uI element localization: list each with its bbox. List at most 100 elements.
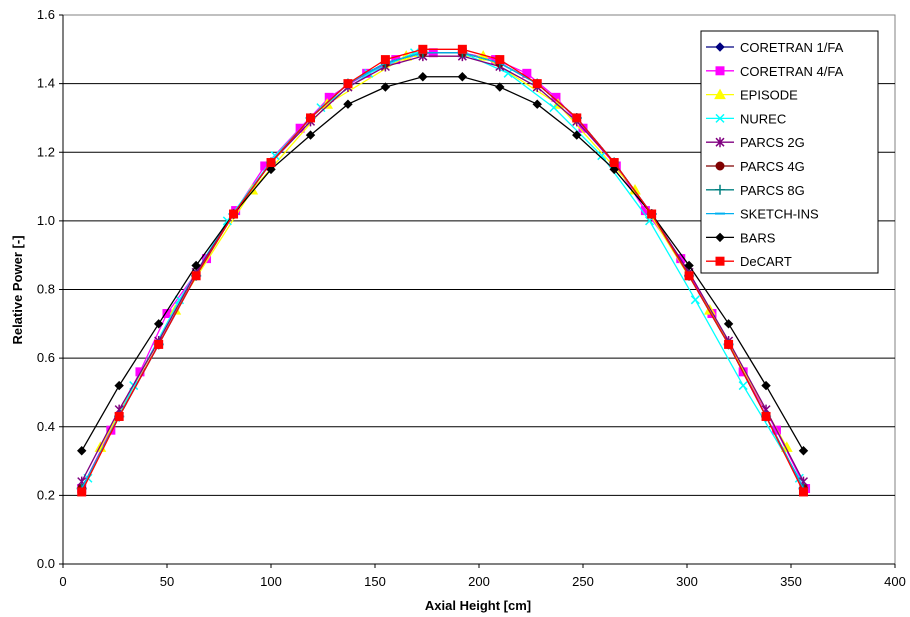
x-tick-label: 100 bbox=[260, 574, 282, 589]
data-point bbox=[532, 99, 542, 109]
data-point bbox=[191, 271, 201, 281]
data-point bbox=[572, 130, 582, 140]
legend-entry: PARCS 4G bbox=[706, 159, 805, 174]
legend-label: EPISODE bbox=[740, 88, 798, 103]
series-line bbox=[81, 48, 805, 493]
data-point bbox=[532, 79, 542, 89]
data-point bbox=[343, 99, 353, 109]
x-tick-labels: 0 50 100 150 200 250 300 350 400 bbox=[59, 564, 906, 589]
data-point bbox=[715, 184, 725, 195]
legend-entry: BARS bbox=[706, 230, 776, 245]
data-point bbox=[154, 339, 164, 349]
series-line bbox=[81, 76, 805, 452]
data-point bbox=[77, 487, 87, 497]
legend-label: CORETRAN 4/FA bbox=[740, 64, 844, 79]
x-tick-label: 250 bbox=[572, 574, 594, 589]
series-layer bbox=[76, 44, 811, 497]
data-point bbox=[114, 380, 124, 391]
data-point bbox=[609, 164, 619, 175]
y-tick-label: 1.4 bbox=[37, 76, 55, 91]
data-point bbox=[690, 295, 700, 305]
legend-entry: DeCART bbox=[706, 254, 792, 269]
data-point bbox=[761, 411, 771, 421]
data-point bbox=[549, 103, 559, 113]
data-point bbox=[715, 161, 725, 171]
legend-entry: PARCS 2G bbox=[706, 135, 805, 150]
data-point bbox=[684, 271, 694, 281]
data-point bbox=[798, 446, 809, 456]
y-tick-label: 0.0 bbox=[37, 556, 55, 571]
data-point bbox=[738, 381, 748, 391]
legend-entry: SKETCH-INS bbox=[706, 207, 819, 222]
data-point bbox=[715, 232, 725, 243]
legend-label: PARCS 2G bbox=[740, 135, 805, 150]
data-point bbox=[153, 319, 164, 329]
data-point bbox=[714, 88, 726, 100]
y-tick-label: 1.0 bbox=[37, 213, 55, 228]
data-point bbox=[418, 72, 428, 82]
data-point bbox=[495, 82, 505, 92]
x-tick-label: 0 bbox=[59, 574, 66, 589]
x-axis-title: Axial Height [cm] bbox=[425, 598, 531, 613]
series-line bbox=[81, 55, 805, 482]
legend-label: BARS bbox=[740, 230, 776, 245]
data-point bbox=[684, 260, 694, 271]
data-point bbox=[343, 79, 353, 89]
x-tick-label: 200 bbox=[468, 574, 490, 589]
legend-label: PARCS 8G bbox=[740, 183, 805, 198]
data-point bbox=[761, 380, 771, 391]
data-point bbox=[715, 66, 725, 76]
data-point bbox=[266, 158, 276, 168]
legend-label: SKETCH-INS bbox=[740, 207, 819, 222]
legend-label: PARCS 4G bbox=[740, 159, 805, 174]
legend: CORETRAN 1/FA CORETRAN 4/FA EPISODE NUREC PA… bbox=[700, 30, 879, 274]
legend-label: DeCART bbox=[740, 254, 792, 269]
legend-entry: EPISODE bbox=[706, 88, 798, 103]
data-point bbox=[609, 158, 619, 168]
y-tick-label: 1.6 bbox=[37, 7, 55, 22]
data-point bbox=[723, 319, 734, 329]
legend-entry: NUREC bbox=[706, 111, 786, 126]
y-tick-label: 0.4 bbox=[37, 419, 55, 434]
data-point bbox=[724, 339, 734, 349]
data-point bbox=[715, 113, 725, 123]
data-point bbox=[380, 55, 390, 65]
data-point bbox=[715, 137, 725, 148]
legend-label: CORETRAN 1/FA bbox=[740, 40, 844, 55]
legend-entry: PARCS 8G bbox=[706, 183, 805, 198]
series-bars bbox=[77, 72, 809, 456]
data-point bbox=[572, 113, 582, 123]
legend-label: NUREC bbox=[740, 111, 786, 126]
data-point bbox=[305, 130, 316, 140]
x-tick-label: 350 bbox=[780, 574, 802, 589]
data-point bbox=[503, 68, 513, 78]
series-decart bbox=[77, 44, 808, 497]
data-point bbox=[715, 256, 725, 266]
y-tick-label: 1.2 bbox=[37, 144, 55, 159]
data-point bbox=[551, 92, 561, 102]
data-point bbox=[114, 411, 124, 421]
x-tick-label: 300 bbox=[676, 574, 698, 589]
data-point bbox=[457, 44, 467, 54]
y-axis-title: Relative Power [-] bbox=[10, 235, 25, 344]
data-point bbox=[418, 44, 428, 54]
data-point bbox=[715, 42, 725, 52]
data-point bbox=[798, 487, 808, 497]
data-point bbox=[495, 55, 505, 65]
data-point bbox=[597, 151, 607, 161]
y-tick-label: 0.8 bbox=[37, 282, 55, 297]
data-point bbox=[647, 209, 657, 219]
x-tick-label: 150 bbox=[364, 574, 386, 589]
legend-entry: CORETRAN 4/FA bbox=[706, 64, 844, 79]
y-tick-label: 0.2 bbox=[37, 487, 55, 502]
data-point bbox=[380, 82, 391, 92]
legend-entry: CORETRAN 1/FA bbox=[706, 40, 844, 55]
data-point bbox=[77, 446, 87, 456]
y-tick-labels: 0.0 0.2 0.4 0.6 0.8 1.0 1.2 1.4 1.6 bbox=[37, 7, 63, 571]
x-tick-label: 400 bbox=[884, 574, 906, 589]
x-tick-label: 50 bbox=[160, 574, 174, 589]
data-point bbox=[306, 113, 316, 123]
data-point bbox=[191, 260, 201, 271]
data-point bbox=[457, 72, 468, 82]
